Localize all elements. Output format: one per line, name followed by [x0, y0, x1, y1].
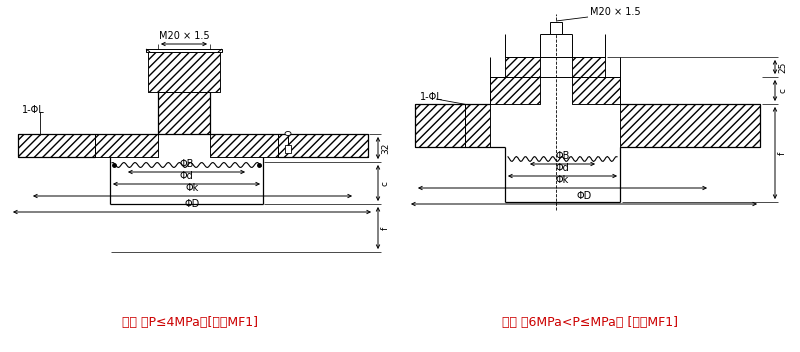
Bar: [148, 52, 220, 92]
Text: Φd: Φd: [556, 163, 570, 173]
Bar: [285, 145, 291, 152]
Bar: [572, 77, 620, 104]
Text: 32: 32: [381, 142, 390, 154]
Bar: [550, 22, 562, 34]
Text: Φk: Φk: [556, 175, 569, 185]
Text: M20 × 1.5: M20 × 1.5: [590, 7, 641, 17]
Text: 图二 〈6MPa<P≤MPa〉 [代号MF1]: 图二 〈6MPa<P≤MPa〉 [代号MF1]: [502, 315, 678, 328]
Bar: [210, 134, 278, 157]
Ellipse shape: [285, 132, 291, 136]
Bar: [95, 134, 158, 157]
Bar: [278, 134, 368, 157]
Bar: [620, 104, 760, 147]
Text: ΦD: ΦD: [184, 199, 200, 209]
Text: 1-ΦL: 1-ΦL: [420, 92, 442, 102]
Bar: [465, 104, 490, 147]
Bar: [490, 77, 540, 104]
Text: c: c: [778, 88, 787, 93]
Bar: [490, 77, 540, 104]
Text: Φk: Φk: [186, 183, 199, 193]
Text: 图一 〈P≤4MPa〉[代号MF1]: 图一 〈P≤4MPa〉[代号MF1]: [122, 315, 258, 328]
Text: ΦB: ΦB: [555, 151, 570, 161]
Bar: [572, 57, 605, 77]
Bar: [415, 104, 465, 147]
Bar: [146, 49, 222, 52]
Bar: [158, 92, 210, 134]
Bar: [620, 104, 760, 147]
Bar: [158, 92, 210, 134]
Text: 1-ΦL: 1-ΦL: [22, 105, 45, 115]
Text: f: f: [778, 151, 787, 155]
Bar: [210, 134, 278, 157]
Bar: [18, 134, 95, 157]
Text: c: c: [381, 181, 390, 186]
Bar: [505, 57, 540, 77]
Bar: [18, 134, 95, 157]
Bar: [572, 57, 605, 77]
Bar: [278, 134, 368, 157]
Bar: [505, 57, 540, 77]
Bar: [148, 52, 220, 92]
Bar: [95, 134, 158, 157]
Text: ΦB: ΦB: [179, 159, 194, 169]
Text: f: f: [381, 226, 390, 230]
Text: Φd: Φd: [180, 171, 194, 181]
Bar: [572, 77, 620, 104]
Text: ΦD: ΦD: [576, 191, 592, 201]
Text: M20 × 1.5: M20 × 1.5: [158, 31, 210, 41]
Bar: [465, 104, 490, 147]
Text: 25: 25: [778, 61, 787, 73]
Bar: [415, 104, 465, 147]
